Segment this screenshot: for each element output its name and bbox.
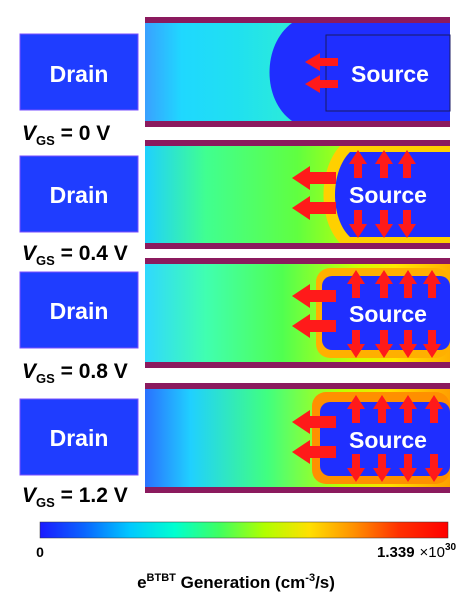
- drain-block: [19, 271, 139, 349]
- arrow-left-2: [305, 75, 338, 93]
- oxide-bottom: [145, 243, 450, 249]
- oxide-bottom: [145, 487, 450, 493]
- generation-arrows: [292, 395, 443, 482]
- arrow-down-2: [375, 330, 393, 358]
- oxide-top: [145, 17, 450, 23]
- generation-arrows: [305, 53, 338, 93]
- vgs-label: VGS = 0 V: [22, 122, 110, 148]
- arrow-down-3: [399, 454, 417, 482]
- arrow-up-3: [399, 395, 417, 423]
- colorbar-min-label: 0: [36, 544, 44, 560]
- source-label: Source: [351, 61, 429, 87]
- vgs-label: VGS = 0.4 V: [22, 242, 128, 268]
- arrow-up-4: [423, 270, 441, 298]
- panel-vgs-0.8: Drain Source VGS = 0.8 V: [19, 258, 450, 386]
- drain-label: Drain: [50, 425, 109, 451]
- panel-vgs-0: Drain Source VGS = 0 V: [19, 17, 451, 148]
- arrow-up-2: [375, 150, 393, 178]
- arrow-down-3: [398, 210, 416, 238]
- colorbar: 0 1.339 ×1030 eBTBT Generation (cm-3/s): [36, 521, 457, 592]
- oxide-top: [145, 258, 450, 264]
- panel-vgs-0.4: Drain Source VGS = 0.4 V: [19, 140, 450, 268]
- arrow-left-1: [292, 166, 336, 190]
- arrow-left-2: [292, 314, 336, 338]
- arrow-down-4: [425, 454, 443, 482]
- arrow-left-1: [292, 284, 336, 308]
- source-label: Source: [349, 301, 427, 327]
- generation-arrows: [292, 270, 441, 358]
- arrow-down-4: [423, 330, 441, 358]
- arrow-left-1: [292, 410, 336, 434]
- arrow-down-2: [373, 454, 391, 482]
- colorbar-max-label: 1.339 ×1030: [377, 542, 457, 561]
- vgs-label: VGS = 1.2 V: [22, 484, 128, 510]
- vgs-label: VGS = 0.8 V: [22, 360, 128, 386]
- arrow-left-1: [305, 53, 338, 71]
- oxide-bottom: [145, 121, 450, 127]
- arrow-up-1: [349, 150, 367, 178]
- arrow-left-2: [292, 440, 336, 464]
- drain-label: Drain: [50, 298, 109, 324]
- arrow-up-1: [347, 395, 365, 423]
- drain-block: [19, 33, 139, 111]
- arrow-up-3: [399, 270, 417, 298]
- arrow-up-3: [398, 150, 416, 178]
- arrow-up-4: [425, 395, 443, 423]
- arrow-down-1: [349, 210, 367, 238]
- arrow-up-2: [375, 270, 393, 298]
- arrow-left-2: [292, 196, 336, 220]
- drain-label: Drain: [50, 61, 109, 87]
- arrow-down-1: [347, 454, 365, 482]
- source-depletion: [269, 23, 450, 121]
- arrow-up-1: [347, 270, 365, 298]
- source-outline: [325, 34, 451, 112]
- oxide-top: [145, 140, 450, 146]
- drain-block: [19, 398, 139, 476]
- generation-arrows: [292, 150, 416, 238]
- oxide-top: [145, 383, 450, 389]
- colorbar-title: eBTBT Generation (cm-3/s): [137, 572, 335, 592]
- source-label: Source: [349, 427, 427, 453]
- source-label: Source: [349, 182, 427, 208]
- drain-block: [19, 155, 139, 233]
- source-body: [335, 152, 450, 237]
- arrow-down-3: [399, 330, 417, 358]
- arrow-up-2: [373, 395, 391, 423]
- arrow-down-1: [347, 330, 365, 358]
- drain-label: Drain: [50, 182, 109, 208]
- oxide-bottom: [145, 362, 450, 368]
- colorbar-gradient: [39, 521, 449, 539]
- arrow-down-2: [375, 210, 393, 238]
- panel-vgs-1.2: Drain Source VGS = 1.2 V: [19, 383, 450, 510]
